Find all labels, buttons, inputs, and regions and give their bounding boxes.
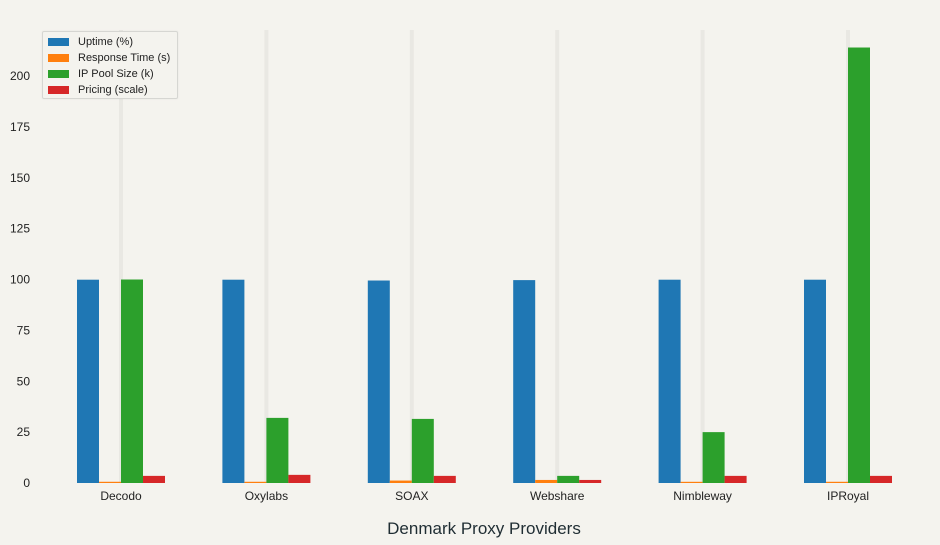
legend: Uptime (%) Response Time (s) IP Pool Siz… (42, 31, 178, 99)
bar (433, 475, 456, 483)
y-tick-label: 100 (10, 273, 30, 287)
bar (77, 279, 99, 483)
y-tick-label: 25 (17, 425, 31, 439)
legend-label: Uptime (%) (78, 36, 134, 48)
x-tick-label: Oxylabs (245, 489, 288, 503)
y-tick-label: 150 (10, 171, 30, 185)
bar (121, 279, 143, 483)
bar (724, 475, 747, 483)
bar (143, 475, 165, 483)
bar (367, 280, 390, 483)
bar (804, 279, 826, 483)
y-tick-label: 75 (17, 323, 31, 337)
legend-swatch (48, 54, 69, 62)
bars (77, 47, 892, 483)
legend-item-response-time: Response Time (s) (43, 50, 177, 66)
legend-label: Pricing (scale) (78, 84, 148, 96)
legend-label: IP Pool Size (k) (78, 68, 154, 80)
x-tick-label: Webshare (530, 489, 585, 503)
x-tick-label: SOAX (395, 489, 428, 503)
bar (99, 481, 121, 483)
y-tick-label: 125 (10, 222, 30, 236)
bar (826, 481, 848, 483)
legend-item-pricing: Pricing (scale) (43, 82, 177, 98)
x-tick-label: Decodo (100, 489, 142, 503)
x-axis-label: Denmark Proxy Providers (387, 519, 581, 538)
bar (702, 432, 725, 483)
bar (288, 474, 311, 483)
legend-item-uptime: Uptime (%) (43, 34, 177, 50)
bar (848, 47, 870, 483)
legend-swatch (48, 70, 69, 78)
bar (222, 279, 245, 483)
bar (244, 481, 267, 483)
bar (658, 279, 681, 483)
y-tick-label: 200 (10, 69, 30, 83)
bar (266, 417, 289, 483)
bar (557, 475, 580, 483)
bar (680, 481, 703, 483)
x-axis: Decodo Oxylabs SOAX Webshare Nimbleway IPRoya… (100, 489, 869, 503)
legend-swatch (48, 86, 69, 94)
y-tick-label: 50 (17, 374, 31, 388)
legend-item-ip-pool: IP Pool Size (k) (43, 66, 177, 82)
y-tick-label: 175 (10, 120, 30, 134)
bar (513, 280, 536, 483)
legend-swatch (48, 38, 69, 46)
legend-label: Response Time (s) (78, 52, 171, 64)
x-tick-label: IPRoyal (827, 489, 869, 503)
y-tick-label: 0 (23, 476, 30, 490)
x-tick-label: Nimbleway (673, 489, 732, 503)
bar (411, 418, 434, 483)
bar (389, 480, 412, 483)
bar (579, 479, 602, 483)
bar (870, 475, 892, 483)
bar (535, 479, 558, 483)
y-axis: 0 25 50 75 100 125 150 175 200 (10, 69, 30, 490)
